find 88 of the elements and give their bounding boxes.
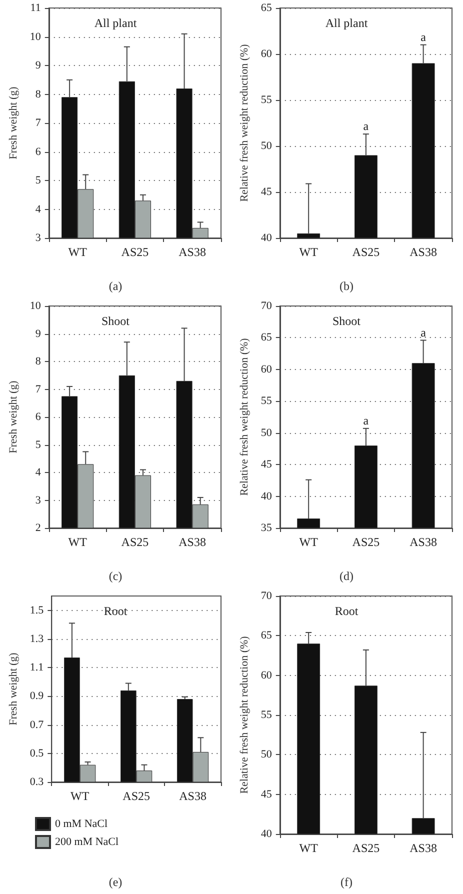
x-tick-label: AS25	[121, 535, 149, 549]
x-tick-label: WT	[70, 789, 90, 803]
y-tick-label: 8	[35, 88, 42, 100]
text: All plant	[325, 16, 368, 30]
y-tick-label: 65	[260, 2, 272, 14]
y-tick-label: 5	[35, 174, 42, 186]
y-tick-label: 50	[260, 748, 272, 761]
y-tick-label: 60	[260, 669, 272, 682]
x-tick-label: AS25	[352, 535, 380, 549]
y-tick-label: 0.9	[30, 690, 44, 702]
text: (b)	[340, 279, 354, 293]
y-axis-title: Fresh weight (g)	[8, 380, 20, 454]
y-tick-label: 60	[260, 363, 272, 376]
y-tick-label: 6	[35, 411, 42, 423]
text: All plant	[94, 16, 138, 30]
y-axis-title: Relative fresh weight reduction (%)	[238, 44, 250, 202]
y-tick-label: 4	[35, 203, 42, 216]
text: Root	[334, 604, 359, 618]
y-tick-label: 40	[260, 490, 272, 502]
y-tick-label: 1.5	[30, 604, 44, 616]
y-tick-label: 45	[260, 788, 272, 800]
x-tick-label: WT	[299, 841, 319, 855]
annotation: a	[420, 30, 427, 44]
y-tick-label: 50	[260, 426, 272, 439]
annotation: a	[363, 119, 370, 134]
y-tick-label: 0.7	[30, 718, 44, 731]
text: Root	[104, 604, 128, 618]
y-tick-label: 0.5	[30, 747, 44, 760]
y-tick-label: 10	[30, 30, 42, 43]
y-tick-label: 40	[260, 828, 272, 840]
x-tick-label: WT	[299, 245, 319, 259]
y-tick-label: 7	[35, 383, 42, 396]
y-tick-label: 10	[30, 300, 42, 312]
y-tick-label: 1.1	[30, 662, 44, 674]
x-tick-label: WT	[68, 245, 88, 259]
text: Shoot	[101, 314, 130, 328]
y-tick-label: 7	[35, 117, 42, 129]
y-tick-label: 40	[260, 232, 272, 244]
y-tick-label: 3	[35, 232, 42, 244]
y-tick-label: 0.3	[30, 776, 44, 788]
y-tick-label: 70	[260, 590, 272, 602]
text: (e)	[108, 875, 122, 889]
x-tick-label: AS38	[410, 245, 437, 259]
y-tick-label: 11	[30, 2, 41, 14]
legend-label: 200 mM NaCl	[55, 836, 119, 848]
y-axis-title: Fresh weight (g)	[8, 86, 20, 160]
text: (c)	[108, 569, 122, 583]
x-tick-label: AS25	[121, 245, 149, 259]
y-tick-label: 45	[260, 186, 272, 198]
y-tick-label: 65	[260, 630, 272, 642]
y-tick-label: 3	[35, 494, 42, 506]
x-tick-label: AS25	[352, 841, 380, 855]
x-tick-label: WT	[68, 535, 88, 549]
legend-label: 0 mM NaCl	[55, 818, 108, 830]
y-tick-label: 8	[35, 356, 42, 368]
text: (f)	[340, 875, 353, 889]
y-tick-label: 4	[35, 466, 42, 478]
text: (d)	[340, 569, 354, 583]
text: (a)	[108, 279, 122, 293]
y-tick-label: 55	[260, 94, 272, 106]
x-tick-label: AS38	[178, 245, 206, 259]
x-tick-label: AS38	[179, 789, 206, 803]
y-tick-label: 65	[260, 332, 272, 344]
y-tick-label: 5	[35, 438, 42, 451]
y-tick-label: 6	[35, 146, 42, 158]
y-tick-label: 9	[35, 328, 42, 340]
x-tick-label: AS25	[122, 789, 150, 803]
y-tick-label: 45	[260, 458, 272, 471]
y-tick-label: 35	[260, 522, 272, 534]
y-tick-label: 1.3	[30, 632, 44, 645]
x-tick-label: AS25	[352, 245, 380, 259]
y-tick-label: 50	[260, 140, 272, 152]
text: Shoot	[332, 314, 362, 328]
y-tick-label: 55	[260, 709, 272, 721]
y-tick-label: 60	[260, 48, 272, 60]
y-axis-title: Relative fresh weight reduction (%)	[238, 338, 250, 496]
annotation: a	[420, 325, 427, 340]
y-tick-label: 9	[35, 60, 42, 72]
x-tick-label: AS38	[178, 535, 206, 549]
y-tick-label: 70	[260, 300, 272, 312]
x-tick-label: AS38	[410, 535, 437, 549]
annotation: a	[363, 413, 370, 428]
x-tick-label: WT	[299, 535, 319, 549]
y-tick-label: 55	[260, 395, 272, 408]
x-tick-label: AS38	[410, 841, 437, 855]
y-axis-title: Relative fresh weight reduction (%)	[238, 636, 250, 794]
y-tick-label: 2	[35, 522, 41, 534]
y-axis-title: Fresh weight (g)	[8, 652, 20, 726]
